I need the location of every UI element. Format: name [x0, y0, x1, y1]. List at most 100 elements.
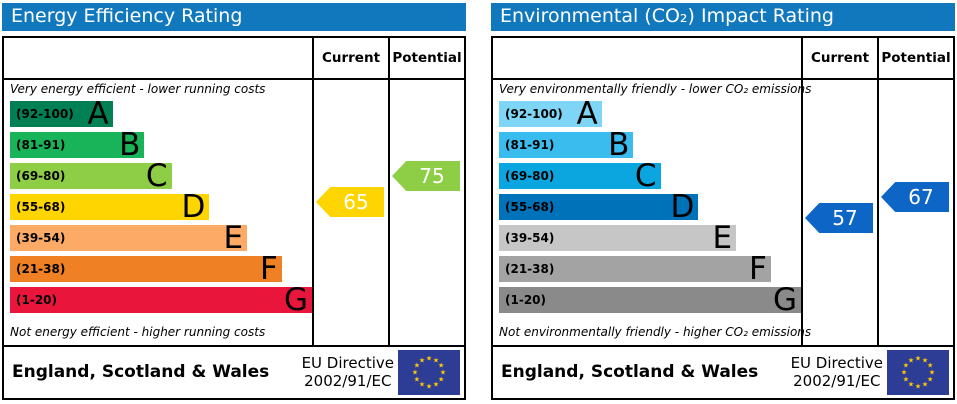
- bottom-note: Not environmentally friendly - higher CO…: [499, 325, 812, 339]
- region-label: England, Scotland & Wales: [12, 362, 270, 382]
- band-range: (21-38): [16, 262, 66, 276]
- svg-text:★: ★: [927, 376, 933, 384]
- current-rating-arrow: 57: [805, 203, 873, 233]
- band-range: (81-91): [16, 138, 66, 152]
- band-range: (69-80): [505, 169, 555, 183]
- current-column-header: Current: [321, 50, 381, 66]
- band-letter: A: [87, 96, 109, 132]
- band-range: (69-80): [16, 169, 66, 183]
- band-letter: G: [772, 282, 797, 318]
- svg-text:★: ★: [433, 356, 439, 364]
- band-g: (1-20) G: [10, 282, 312, 318]
- band-letter: E: [223, 220, 244, 256]
- top-note: Very environmentally friendly - lower CO…: [499, 82, 812, 96]
- band-range: (92-100): [16, 107, 74, 121]
- eu-directive-label: EU Directive 2002/91/EC: [302, 354, 394, 390]
- band-letter: C: [145, 158, 168, 194]
- band-c: (69-80) C: [10, 158, 172, 194]
- svg-text:★: ★: [414, 376, 420, 384]
- eu-flag-stars: ★ ★ ★★ ★★ ★★ ★★ ★★: [412, 355, 446, 391]
- potential-column-header: Potential: [881, 50, 951, 66]
- svg-text:★: ★: [438, 376, 444, 384]
- svg-text:★: ★: [433, 381, 439, 389]
- svg-text:★: ★: [414, 362, 420, 370]
- band-range: (1-20): [505, 293, 546, 307]
- footer-divider: [4, 345, 464, 347]
- band-b: (81-91) B: [10, 127, 145, 163]
- band-letter: F: [748, 251, 767, 287]
- svg-text:★: ★: [412, 369, 418, 377]
- energy-panel-title: Energy Efficiency Rating: [2, 3, 466, 31]
- current-column-header: Current: [810, 50, 870, 66]
- footer: England, Scotland & Wales EU Directive 2…: [493, 347, 953, 398]
- potential-rating-value: 75: [419, 164, 445, 188]
- current-rating-arrow: 65: [316, 187, 384, 217]
- column-divider: [388, 38, 390, 347]
- band-range: (39-54): [16, 231, 66, 245]
- band-range: (55-68): [505, 200, 555, 214]
- eu-directive-line2: 2002/91/EC: [793, 372, 881, 390]
- potential-rating-arrow: 75: [392, 161, 460, 191]
- current-rating-value: 57: [832, 206, 858, 230]
- column-divider: [877, 38, 879, 347]
- svg-text:★: ★: [440, 369, 446, 377]
- svg-text:★: ★: [908, 381, 914, 389]
- energy-rating-bands: (92-100) A (81-91) B (69-80) C (55-68) D…: [10, 96, 312, 318]
- potential-column-header: Potential: [392, 50, 462, 66]
- band-range: (92-100): [505, 107, 563, 121]
- energy-efficiency-panel: Energy Efficiency Rating Current Potenti…: [2, 0, 466, 404]
- eu-flag-stars: ★ ★ ★★ ★★ ★★ ★★ ★★: [901, 355, 935, 391]
- band-range: (21-38): [505, 262, 555, 276]
- top-note: Very energy efficient - lower running co…: [10, 82, 266, 96]
- svg-text:★: ★: [915, 355, 921, 363]
- band-f: (21-38) F: [10, 251, 282, 287]
- band-a: (92-100) A: [499, 96, 602, 132]
- footer: England, Scotland & Wales EU Directive 2…: [4, 347, 464, 398]
- svg-text:★: ★: [438, 362, 444, 370]
- band-range: (81-91): [505, 138, 555, 152]
- svg-text:★: ★: [901, 369, 907, 377]
- eu-directive-line1: EU Directive: [790, 354, 883, 372]
- svg-text:★: ★: [419, 356, 425, 364]
- potential-rating-arrow: 67: [881, 182, 949, 212]
- eu-directive-line1: EU Directive: [301, 354, 394, 372]
- band-letter: A: [576, 96, 598, 132]
- header-row-divider: [493, 78, 953, 80]
- column-divider: [801, 38, 803, 347]
- co2-rating-bands: (92-100) A (81-91) B (69-80) C (55-68) D…: [499, 96, 801, 318]
- band-e: (39-54) E: [10, 220, 248, 256]
- eu-directive-label: EU Directive 2002/91/EC: [791, 354, 883, 390]
- svg-text:★: ★: [929, 369, 935, 377]
- column-divider: [312, 38, 314, 347]
- potential-rating-value: 67: [908, 185, 934, 209]
- co2-panel-title: Environmental (CO₂) Impact Rating: [491, 3, 955, 31]
- band-letter: E: [712, 220, 733, 256]
- band-letter: B: [119, 127, 141, 163]
- svg-text:★: ★: [903, 362, 909, 370]
- energy-rating-table: Current Potential Very energy efficient …: [2, 36, 466, 400]
- band-letter: D: [670, 189, 695, 225]
- band-range: (39-54): [505, 231, 555, 245]
- band-d: (55-68) D: [10, 192, 210, 223]
- band-a: (92-100) A: [10, 96, 113, 132]
- svg-text:★: ★: [426, 383, 432, 391]
- band-letter: G: [283, 282, 308, 318]
- band-letter: C: [634, 158, 657, 194]
- svg-text:★: ★: [908, 356, 914, 364]
- band-g: (1-20) G: [499, 282, 801, 318]
- region-label: England, Scotland & Wales: [501, 362, 759, 382]
- band-f: (21-38) F: [499, 251, 771, 287]
- band-e: (39-54) E: [499, 220, 737, 256]
- svg-text:★: ★: [922, 381, 928, 389]
- svg-text:★: ★: [922, 356, 928, 364]
- svg-text:★: ★: [915, 383, 921, 391]
- svg-text:★: ★: [426, 355, 432, 363]
- footer-divider: [493, 345, 953, 347]
- band-letter: F: [259, 251, 278, 287]
- current-rating-value: 65: [343, 190, 369, 214]
- svg-text:★: ★: [903, 376, 909, 384]
- header-row-divider: [4, 78, 464, 80]
- svg-text:★: ★: [419, 381, 425, 389]
- svg-text:★: ★: [927, 362, 933, 370]
- band-b: (81-91) B: [499, 130, 634, 161]
